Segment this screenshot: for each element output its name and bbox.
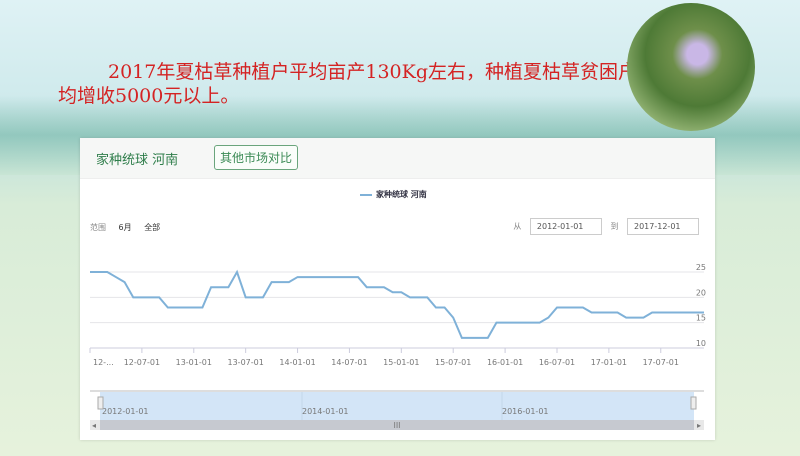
scroll-left-arrow[interactable]: ◂ (92, 421, 96, 430)
x-tick-label: 17-01-01 (591, 358, 627, 367)
card-header: 家种统球 河南 其他市场对比 (80, 138, 715, 179)
legend-swatch (360, 193, 372, 196)
navigator-label: 2016-01-01 (502, 407, 549, 416)
x-tick-label: 15-01-01 (383, 358, 419, 367)
x-tick-label: 15-07-01 (435, 358, 471, 367)
x-tick-label: 12-... (93, 358, 114, 367)
navigator-right-handle[interactable] (690, 396, 697, 410)
legend-label: 家种统球 河南 (376, 190, 427, 199)
x-tick-label: 13-01-01 (176, 358, 212, 367)
scroll-right-arrow[interactable]: ▸ (697, 421, 701, 430)
scrollbar-thumb[interactable] (100, 420, 694, 430)
x-tick-label: 13-07-01 (228, 358, 264, 367)
y-tick-label: 20 (696, 288, 706, 297)
range-label: 范围 (90, 223, 106, 232)
to-label: 到 (610, 222, 619, 231)
compare-markets-button[interactable]: 其他市场对比 (214, 145, 299, 170)
x-tick-label: 16-01-01 (487, 358, 523, 367)
from-label: 从 (513, 222, 522, 231)
range-selector: 范围 6月 全部 (90, 222, 170, 233)
legend-item[interactable]: 家种统球 河南 (360, 189, 427, 200)
navigator-selection[interactable] (100, 392, 694, 420)
chart-card: 家种统球 河南 其他市场对比 家种统球 河南 范围 6月 全部 从 2012-0… (80, 138, 715, 440)
x-tick-label: 16-07-01 (539, 358, 575, 367)
navigator-left-handle[interactable] (97, 396, 104, 410)
to-date-input[interactable]: 2017-12-01 (627, 218, 699, 235)
series-line (90, 269, 704, 339)
x-tick-label: 12-07-01 (124, 358, 160, 367)
navigator-label: 2012-01-01 (102, 407, 149, 416)
range-all-button[interactable]: 全部 (144, 223, 161, 232)
x-tick-label: 14-07-01 (331, 358, 367, 367)
y-tick-label: 15 (696, 314, 706, 323)
from-date-input[interactable]: 2012-01-01 (529, 218, 602, 235)
x-tick-label: 14-01-01 (279, 358, 315, 367)
y-tick-label: 10 (696, 339, 706, 348)
navigator-label: 2014-01-01 (302, 407, 349, 416)
date-range: 从 2012-01-01 到 2017-12-01 (513, 218, 705, 235)
y-tick-label: 25 (696, 263, 706, 272)
x-tick-label: 17-07-01 (643, 358, 679, 367)
card-title: 家种统球 河南 (96, 153, 179, 168)
slide-title: 2017年夏枯草种植户平均亩产130Kg左右，种植夏枯草贫困户均增收5000元以… (58, 61, 637, 107)
flower-photo (627, 3, 755, 131)
range-6m-button[interactable]: 6月 (118, 223, 132, 232)
scrollbar-grip: III (393, 421, 400, 430)
